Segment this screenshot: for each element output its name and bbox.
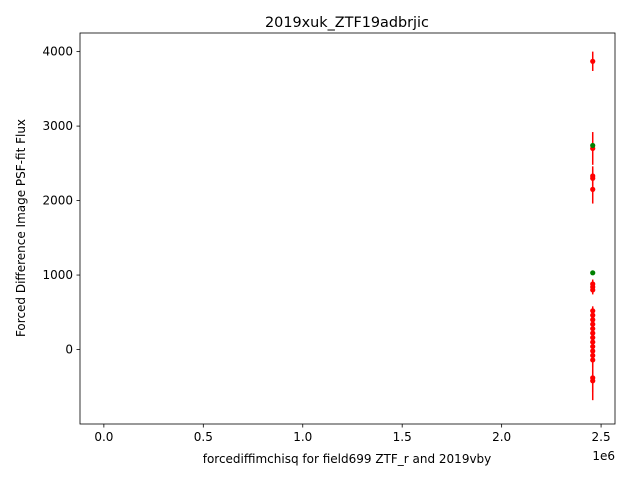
x-tick-label: 0.0 [94, 430, 113, 444]
x-axis-label: forcediffimchisq for field699 ZTF_r and … [203, 452, 492, 466]
x-tick-label: 2.5 [592, 430, 611, 444]
data-point [590, 186, 596, 192]
x-tick-label: 2.0 [492, 430, 511, 444]
data-point [590, 58, 596, 64]
y-axis-label: Forced Difference Image PSF-fit Flux [14, 119, 28, 337]
data-point [590, 270, 596, 276]
x-tick-label: 0.5 [194, 430, 213, 444]
x-tick-label: 1.5 [393, 430, 412, 444]
chart-title: 2019xuk_ZTF19adbrjic [265, 15, 429, 31]
y-tick-label: 0 [65, 343, 73, 357]
plot-frame [79, 32, 616, 425]
data-point [590, 287, 596, 293]
y-axis-ticks: 0 1000 2000 3000 4000 [42, 45, 80, 357]
x-axis-ticks: 0.0 0.5 1.0 1.5 2.0 2.5 [94, 424, 611, 444]
y-tick-label: 3000 [42, 119, 73, 133]
y-tick-label: 2000 [42, 194, 73, 208]
data-point [590, 142, 596, 149]
x-tick-label: 1.0 [293, 430, 312, 444]
x-axis-offset-label: 1e6 [592, 449, 615, 463]
data-point [590, 378, 596, 384]
y-tick-label: 1000 [42, 268, 73, 282]
y-tick-label: 4000 [42, 45, 73, 59]
data-marks [590, 51, 596, 401]
plot-area-background [80, 33, 615, 424]
